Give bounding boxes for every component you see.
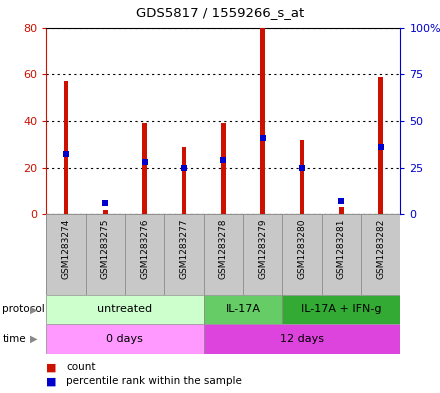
Text: GSM1283281: GSM1283281	[337, 218, 346, 279]
Bar	[63, 81, 68, 214]
Text: ■: ■	[46, 362, 57, 373]
Bar	[282, 295, 400, 324]
Bar	[221, 123, 226, 214]
Bar	[164, 214, 204, 295]
Text: GSM1283276: GSM1283276	[140, 218, 149, 279]
Bar	[182, 147, 186, 214]
Text: GSM1283274: GSM1283274	[61, 218, 70, 279]
Text: 0 days: 0 days	[106, 334, 143, 344]
Bar	[260, 28, 265, 214]
Bar	[85, 214, 125, 295]
Text: GSM1283277: GSM1283277	[180, 218, 188, 279]
Bar	[204, 214, 243, 295]
Text: percentile rank within the sample: percentile rank within the sample	[66, 376, 242, 386]
Bar	[378, 77, 383, 214]
Bar	[46, 295, 204, 324]
Text: GSM1283275: GSM1283275	[101, 218, 110, 279]
Bar	[46, 324, 204, 354]
Text: 12 days: 12 days	[280, 334, 324, 344]
Text: GDS5817 / 1559266_s_at: GDS5817 / 1559266_s_at	[136, 6, 304, 19]
Text: GSM1283279: GSM1283279	[258, 218, 267, 279]
Text: untreated: untreated	[97, 305, 153, 314]
Text: ▶: ▶	[30, 334, 37, 344]
Text: count: count	[66, 362, 95, 373]
Text: GSM1283280: GSM1283280	[297, 218, 307, 279]
Text: ▶: ▶	[30, 305, 37, 314]
Bar	[361, 214, 400, 295]
Bar	[142, 123, 147, 214]
Text: GSM1283282: GSM1283282	[376, 218, 385, 279]
Text: ■: ■	[46, 376, 57, 386]
Bar	[339, 207, 344, 214]
Text: IL-17A: IL-17A	[225, 305, 260, 314]
Bar	[322, 214, 361, 295]
Bar	[282, 214, 322, 295]
Bar	[300, 140, 304, 214]
Text: protocol: protocol	[2, 305, 45, 314]
Bar	[204, 324, 400, 354]
Bar	[204, 295, 282, 324]
Bar	[103, 209, 108, 214]
Text: time: time	[2, 334, 26, 344]
Text: GSM1283278: GSM1283278	[219, 218, 228, 279]
Text: IL-17A + IFN-g: IL-17A + IFN-g	[301, 305, 381, 314]
Bar	[243, 214, 282, 295]
Bar	[125, 214, 164, 295]
Bar	[46, 214, 85, 295]
